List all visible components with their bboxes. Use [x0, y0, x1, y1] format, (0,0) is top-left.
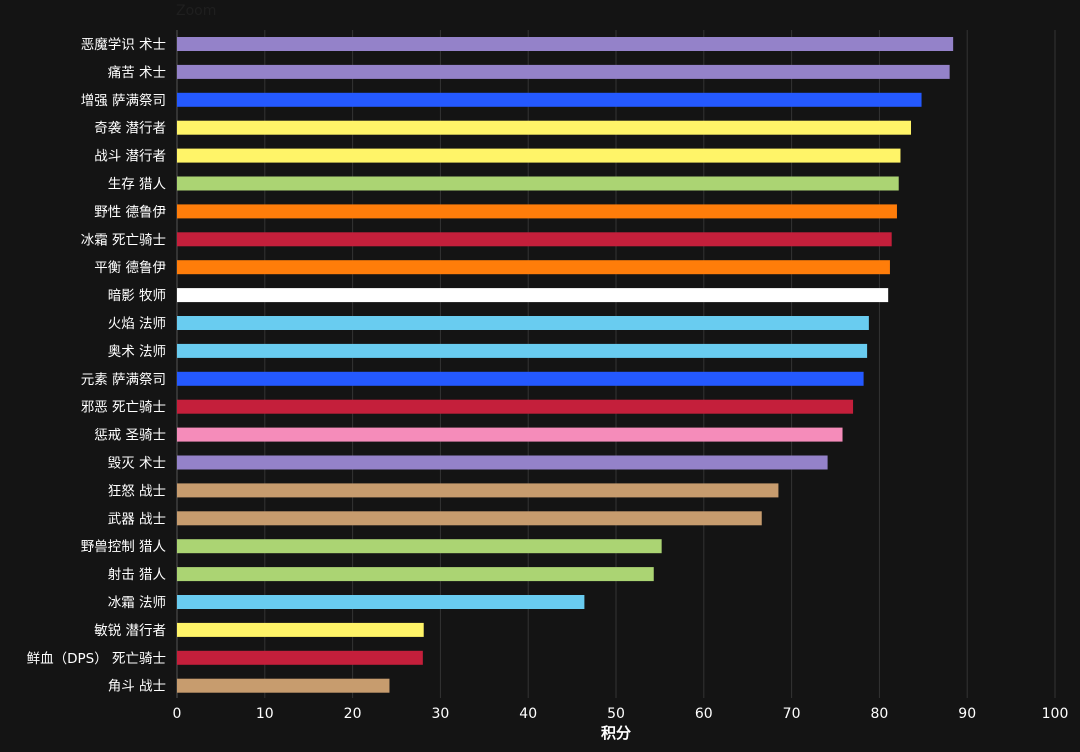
x-tick-label: 50: [607, 706, 625, 722]
bar[interactable]: [177, 650, 423, 665]
x-tick-label: 80: [870, 706, 888, 722]
bar[interactable]: [177, 595, 585, 609]
x-tick-label: 100: [1042, 706, 1069, 722]
category-label: 毁灭 术士: [108, 456, 166, 472]
category-label: 武器 战士: [108, 511, 166, 527]
bar[interactable]: [177, 343, 868, 358]
x-tick-label: 70: [783, 706, 801, 722]
x-tick-label: 0: [173, 706, 182, 722]
bar[interactable]: [177, 288, 889, 303]
bar[interactable]: [177, 148, 901, 163]
bar[interactable]: [177, 427, 843, 442]
bar[interactable]: [177, 371, 864, 386]
bar[interactable]: [177, 176, 899, 191]
category-label: 射击 猎人: [108, 567, 167, 583]
category-label: 生存 猎人: [108, 177, 167, 193]
category-label: 元素 萨满祭司: [81, 372, 166, 388]
bar[interactable]: [177, 567, 654, 582]
zoom-label[interactable]: Zoom: [176, 3, 217, 19]
bar[interactable]: [177, 399, 854, 414]
x-tick-labels: 0 10 20 30 40 50 60 70 80 90 100: [173, 706, 1069, 722]
category-label: 奇袭 潜行者: [94, 120, 166, 137]
category-label: 野兽控制 猎人: [81, 539, 167, 555]
bar[interactable]: [177, 622, 424, 637]
bar[interactable]: [177, 678, 390, 693]
grid-lines: [176, 30, 1056, 698]
bar[interactable]: [177, 483, 779, 498]
category-label: 火焰 法师: [108, 316, 166, 332]
bar[interactable]: [177, 64, 950, 79]
category-label: 惩戒 圣骑士: [94, 428, 166, 444]
bar[interactable]: [177, 511, 762, 526]
category-label: 奥术 法师: [108, 343, 166, 360]
category-label: 冰霜 法师: [108, 595, 166, 611]
bar[interactable]: [177, 232, 892, 247]
x-tick-label: 90: [958, 706, 976, 722]
x-tick-label: 30: [431, 706, 449, 722]
category-label: 角斗 战士: [108, 679, 166, 695]
x-tick-label: 40: [519, 706, 537, 722]
category-label: 战斗 潜行者: [94, 149, 166, 165]
category-label: 狂怒 战士: [108, 483, 166, 499]
category-label: 平衡 德鲁伊: [94, 260, 166, 276]
category-label: 敏锐 潜行者: [94, 623, 166, 639]
x-axis-title: 积分: [601, 724, 631, 742]
bar[interactable]: [177, 204, 897, 219]
bar[interactable]: [177, 120, 912, 135]
x-tick-label: 10: [256, 706, 274, 722]
bar[interactable]: [177, 260, 890, 275]
category-label: 增强 萨满祭司: [81, 93, 166, 109]
category-label: 野性 德鲁伊: [94, 204, 166, 220]
x-tick-label: 20: [344, 706, 362, 722]
bars: [177, 37, 954, 693]
bar[interactable]: [177, 455, 828, 470]
bar[interactable]: [177, 92, 922, 107]
bar[interactable]: [177, 539, 662, 554]
category-label: 鲜血（DPS） 死亡骑士: [27, 651, 166, 667]
category-label: 暗影 牧师: [108, 288, 166, 304]
category-label: 邪恶 死亡骑士: [81, 400, 166, 416]
category-label: 冰霜 死亡骑士: [81, 232, 166, 248]
bar[interactable]: [177, 37, 954, 51]
category-label: 恶魔学识 术士: [81, 37, 166, 53]
bar[interactable]: [177, 316, 869, 330]
category-label: 痛苦 术士: [108, 64, 166, 81]
x-tick-label: 60: [695, 706, 713, 722]
